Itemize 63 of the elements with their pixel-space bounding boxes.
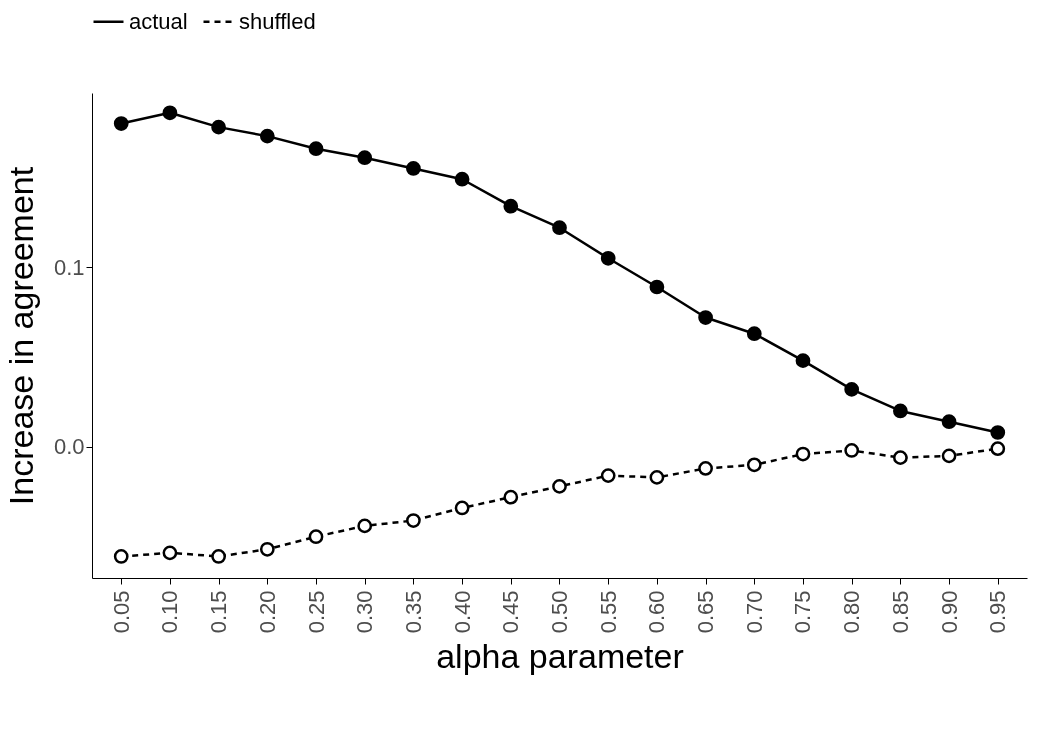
point	[649, 279, 665, 295]
x-tick-label: 0.95	[985, 590, 1011, 634]
x-tick-label: 0.60	[644, 590, 670, 634]
x-tick-label: 0.55	[595, 590, 621, 634]
point	[113, 549, 129, 564]
point	[600, 250, 616, 266]
point	[357, 150, 373, 166]
legend-label: actual	[129, 8, 188, 34]
point	[406, 513, 421, 528]
point	[990, 441, 1006, 457]
point	[746, 326, 762, 342]
point	[746, 457, 762, 473]
x-tick-label: 0.35	[400, 590, 426, 634]
x-tick-label: 0.15	[206, 590, 232, 634]
y-axis-title: Increase in agreement	[1, 166, 40, 506]
point	[211, 119, 226, 135]
point	[113, 116, 129, 131]
x-tick-label: 0.40	[449, 590, 475, 634]
x-tick-label: 0.20	[254, 590, 280, 634]
point	[308, 141, 324, 157]
y-tick-label: 0.0	[53, 434, 85, 460]
x-tick-label: 0.65	[693, 590, 719, 634]
x-tick-label: 0.90	[936, 590, 962, 634]
point	[454, 171, 470, 187]
x-tick-label: 0.80	[839, 590, 865, 634]
point	[990, 425, 1006, 440]
x-axis-title: alpha parameter	[436, 637, 684, 676]
y-tick-label: 0.1	[53, 254, 85, 280]
point	[162, 545, 178, 561]
point	[552, 479, 567, 494]
point	[454, 500, 470, 516]
point	[552, 220, 567, 236]
point	[503, 489, 519, 505]
x-tick-label: 0.45	[498, 590, 524, 634]
x-tick-label: 0.10	[157, 590, 183, 634]
point	[893, 450, 908, 466]
point	[503, 198, 519, 214]
point	[893, 403, 908, 419]
point	[259, 128, 275, 144]
point	[600, 468, 616, 483]
point	[698, 461, 713, 476]
x-tick-label: 0.50	[547, 590, 572, 634]
point	[162, 105, 178, 121]
point	[795, 446, 811, 462]
x-tick-label: 0.85	[887, 590, 913, 634]
x-tick-label: 0.70	[741, 590, 767, 634]
x-tick-label: 0.05	[108, 590, 134, 634]
point	[844, 382, 860, 397]
point	[211, 549, 226, 564]
point	[698, 310, 713, 325]
point	[357, 518, 373, 534]
point	[941, 448, 957, 464]
point	[308, 529, 324, 545]
point	[406, 161, 421, 176]
x-tick-label: 0.30	[352, 590, 378, 634]
x-tick-label: 0.75	[790, 590, 816, 634]
point	[941, 414, 957, 430]
x-tick-label: 0.25	[303, 590, 329, 634]
point	[259, 541, 275, 557]
point	[649, 470, 665, 485]
legend-label: shuffled	[239, 8, 316, 34]
point	[795, 353, 811, 369]
point	[844, 443, 860, 458]
